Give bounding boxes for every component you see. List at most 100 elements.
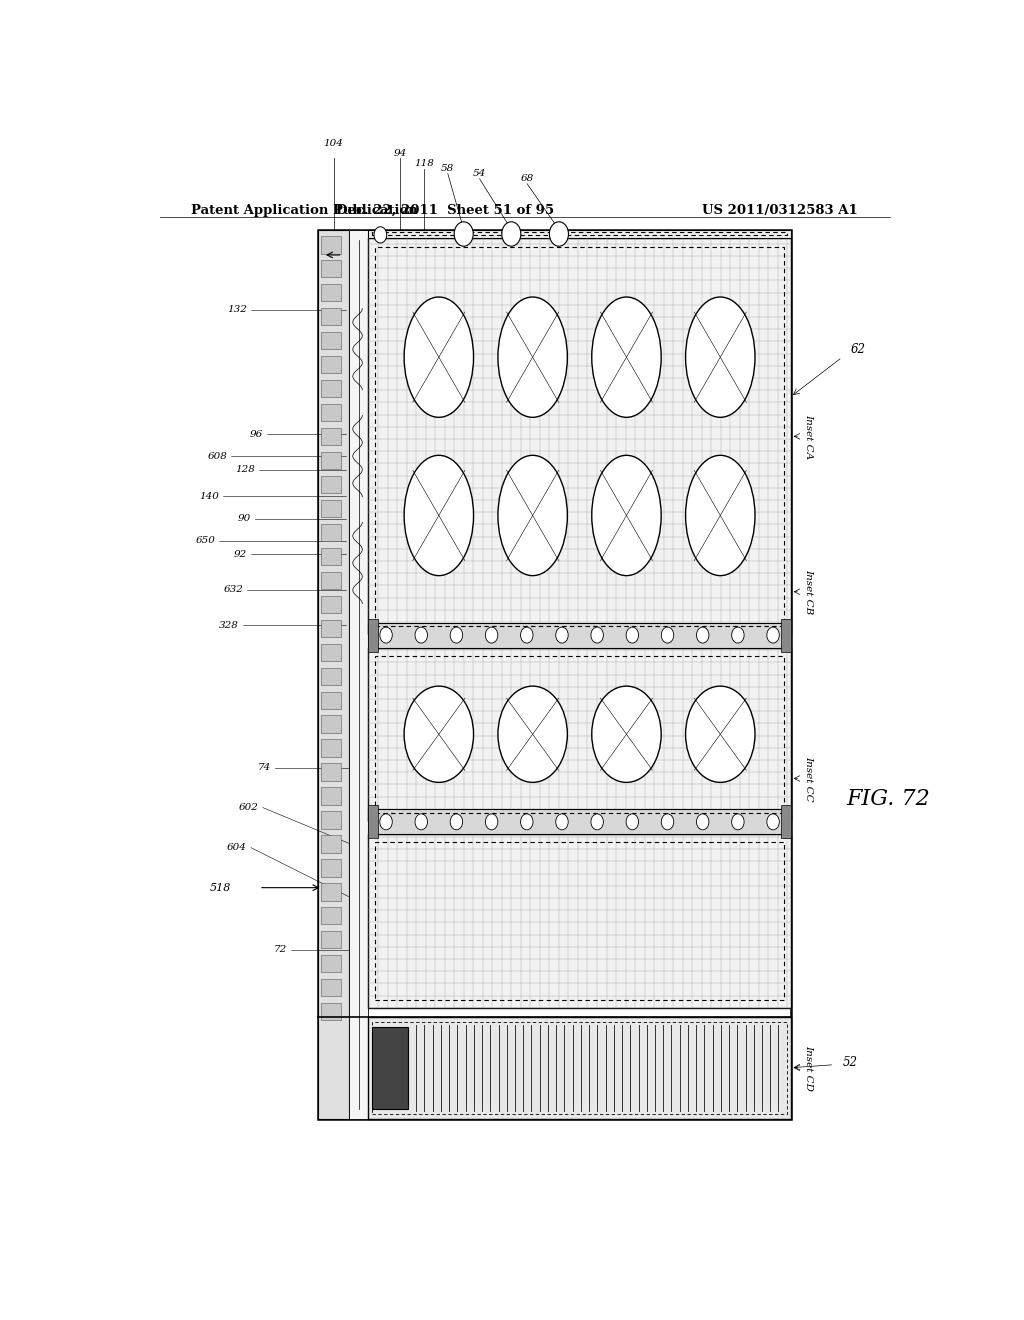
Bar bbox=[322, 979, 341, 997]
Text: 132: 132 bbox=[227, 305, 247, 314]
Text: 118: 118 bbox=[414, 158, 434, 168]
Bar bbox=[322, 308, 341, 326]
Bar bbox=[322, 428, 341, 445]
Bar bbox=[781, 805, 791, 838]
Circle shape bbox=[550, 222, 568, 247]
Bar bbox=[322, 956, 341, 973]
Circle shape bbox=[696, 814, 709, 830]
Ellipse shape bbox=[498, 455, 567, 576]
Bar bbox=[322, 451, 341, 469]
Bar bbox=[375, 842, 784, 999]
Text: 128: 128 bbox=[236, 465, 255, 474]
Ellipse shape bbox=[404, 297, 473, 417]
Circle shape bbox=[556, 814, 568, 830]
Bar bbox=[375, 247, 784, 626]
Bar bbox=[348, 230, 369, 1119]
Bar bbox=[322, 260, 341, 277]
Bar bbox=[322, 548, 341, 565]
Bar bbox=[369, 805, 378, 838]
Text: 650: 650 bbox=[196, 536, 215, 545]
Circle shape bbox=[502, 222, 521, 247]
Circle shape bbox=[520, 814, 534, 830]
Ellipse shape bbox=[592, 686, 662, 783]
Text: 94: 94 bbox=[393, 149, 407, 158]
Bar bbox=[369, 809, 791, 834]
Text: 72: 72 bbox=[273, 945, 287, 954]
Bar bbox=[322, 715, 341, 733]
Bar bbox=[322, 787, 341, 805]
Bar bbox=[322, 812, 341, 829]
Ellipse shape bbox=[686, 686, 755, 783]
Ellipse shape bbox=[686, 297, 755, 417]
Circle shape bbox=[662, 627, 674, 643]
Bar bbox=[373, 231, 786, 235]
Circle shape bbox=[485, 814, 498, 830]
Bar bbox=[322, 284, 341, 301]
Bar bbox=[322, 931, 341, 949]
Text: 92: 92 bbox=[233, 549, 247, 558]
Circle shape bbox=[415, 814, 427, 830]
Bar bbox=[369, 230, 791, 239]
Circle shape bbox=[451, 627, 463, 643]
Bar bbox=[322, 644, 341, 661]
Bar bbox=[373, 1022, 786, 1114]
Bar bbox=[322, 524, 341, 541]
Ellipse shape bbox=[686, 455, 755, 576]
Circle shape bbox=[485, 627, 498, 643]
Bar bbox=[322, 692, 341, 709]
Ellipse shape bbox=[404, 455, 473, 576]
Ellipse shape bbox=[592, 455, 662, 576]
Circle shape bbox=[662, 814, 674, 830]
Bar bbox=[322, 836, 341, 853]
Circle shape bbox=[767, 627, 779, 643]
Bar bbox=[369, 239, 791, 634]
Bar bbox=[322, 333, 341, 350]
Bar bbox=[318, 230, 348, 1119]
Bar bbox=[369, 648, 791, 821]
Text: Inset CC: Inset CC bbox=[804, 755, 813, 801]
Text: 68: 68 bbox=[520, 174, 534, 183]
Circle shape bbox=[520, 627, 534, 643]
Bar bbox=[322, 859, 341, 876]
Circle shape bbox=[374, 227, 387, 243]
Bar bbox=[369, 623, 791, 648]
Bar bbox=[322, 668, 341, 685]
Circle shape bbox=[732, 627, 744, 643]
Bar bbox=[322, 236, 341, 253]
Ellipse shape bbox=[592, 297, 662, 417]
Text: 74: 74 bbox=[258, 763, 270, 772]
Text: 602: 602 bbox=[239, 803, 259, 812]
Text: 96: 96 bbox=[250, 429, 263, 438]
Bar bbox=[322, 883, 341, 900]
Circle shape bbox=[696, 627, 709, 643]
Text: FIG. 72: FIG. 72 bbox=[846, 788, 930, 809]
Ellipse shape bbox=[498, 686, 567, 783]
Text: 54: 54 bbox=[473, 169, 486, 178]
Circle shape bbox=[732, 814, 744, 830]
Circle shape bbox=[455, 222, 473, 247]
Text: Patent Application Publication: Patent Application Publication bbox=[191, 205, 418, 216]
Bar bbox=[322, 475, 341, 494]
Circle shape bbox=[626, 627, 639, 643]
Text: 62: 62 bbox=[850, 343, 865, 356]
Bar bbox=[322, 356, 341, 374]
Circle shape bbox=[767, 814, 779, 830]
Circle shape bbox=[556, 627, 568, 643]
Text: Inset CD: Inset CD bbox=[804, 1044, 813, 1090]
Text: 632: 632 bbox=[223, 585, 243, 594]
Text: 604: 604 bbox=[227, 843, 247, 853]
Text: 518: 518 bbox=[210, 883, 231, 892]
Bar bbox=[322, 380, 341, 397]
Bar bbox=[781, 619, 791, 652]
Circle shape bbox=[415, 627, 427, 643]
Bar bbox=[322, 500, 341, 517]
Ellipse shape bbox=[498, 297, 567, 417]
Circle shape bbox=[626, 814, 639, 830]
Bar bbox=[322, 404, 341, 421]
Text: Dec. 22, 2011  Sheet 51 of 95: Dec. 22, 2011 Sheet 51 of 95 bbox=[336, 205, 555, 216]
Text: 52: 52 bbox=[842, 1056, 857, 1069]
Bar bbox=[318, 230, 791, 1119]
Circle shape bbox=[380, 814, 392, 830]
Text: US 2011/0312583 A1: US 2011/0312583 A1 bbox=[702, 205, 858, 216]
Text: Inset CB: Inset CB bbox=[804, 569, 813, 614]
